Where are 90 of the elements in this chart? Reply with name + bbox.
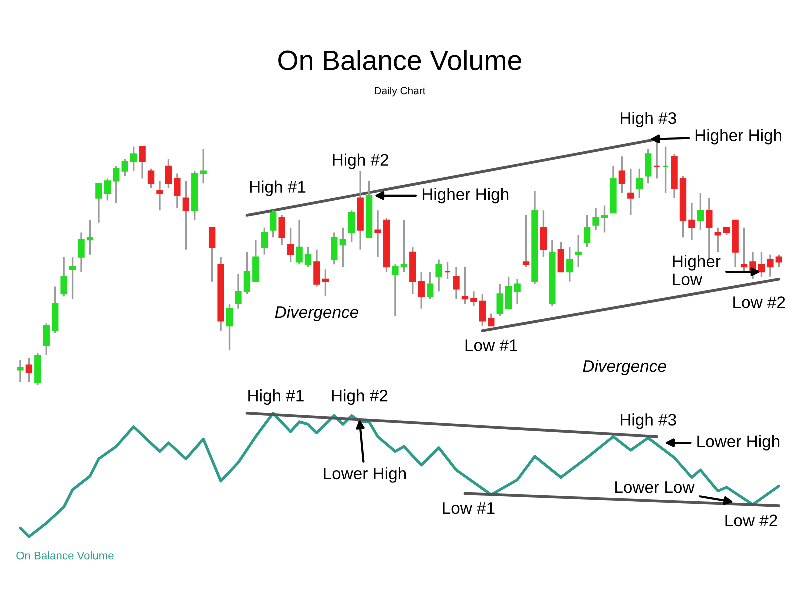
annotation: Lower High bbox=[698, 435, 780, 451]
candlestick bbox=[130, 146, 138, 172]
candlestick bbox=[104, 178, 112, 202]
candlestick bbox=[261, 226, 268, 256]
annotation: Low #1 bbox=[466, 340, 518, 352]
candlestick bbox=[776, 254, 783, 268]
candlestick bbox=[244, 252, 251, 295]
annotation: Lower High bbox=[324, 467, 406, 483]
candlestick bbox=[444, 261, 452, 280]
candlestick bbox=[505, 276, 512, 310]
annotation: Higher High bbox=[696, 129, 782, 145]
candlestick bbox=[592, 207, 600, 232]
candlestick bbox=[697, 192, 704, 232]
candlestick bbox=[418, 271, 425, 310]
candlestick bbox=[566, 246, 574, 283]
candlestick bbox=[86, 220, 94, 256]
chart-title: On Balance Volume bbox=[278, 50, 522, 70]
candlestick bbox=[69, 256, 76, 300]
candlestick bbox=[758, 252, 766, 278]
candlestick bbox=[322, 268, 330, 298]
candlestick bbox=[400, 220, 408, 273]
candlestick bbox=[17, 360, 24, 384]
candlestick bbox=[314, 249, 320, 288]
candlestick bbox=[156, 180, 164, 212]
candlestick bbox=[60, 256, 68, 298]
candlestick bbox=[662, 146, 670, 194]
candlestick bbox=[26, 357, 33, 384]
candlestick bbox=[165, 158, 172, 190]
candlestick bbox=[113, 166, 120, 204]
candlestick bbox=[278, 214, 286, 246]
annotation: Higher Low bbox=[673, 255, 721, 286]
candlestick bbox=[522, 214, 530, 268]
annotation: Low #2 bbox=[734, 296, 786, 308]
candlestick bbox=[392, 264, 399, 318]
candlestick bbox=[540, 210, 548, 258]
annotation: Higher High bbox=[422, 188, 509, 204]
series-label: On Balance Volume bbox=[16, 552, 114, 560]
candlestick bbox=[139, 146, 146, 180]
candlestick bbox=[453, 266, 460, 300]
candlestick bbox=[688, 202, 696, 241]
candlestick bbox=[628, 168, 634, 216]
candlestick bbox=[488, 312, 495, 327]
candlestick bbox=[514, 278, 521, 305]
candlestick bbox=[496, 283, 504, 318]
candlestick bbox=[304, 246, 312, 268]
candlestick bbox=[558, 242, 564, 273]
candlestick bbox=[296, 220, 303, 266]
candlestick bbox=[122, 158, 128, 178]
candlestick bbox=[636, 168, 643, 200]
candlestick bbox=[740, 226, 748, 273]
candlestick bbox=[208, 226, 216, 283]
annotation: High #1 bbox=[250, 180, 306, 196]
annotation: High #2 bbox=[333, 154, 388, 170]
text: High #3 bbox=[621, 112, 676, 128]
annotation: Low #2 bbox=[726, 514, 778, 527]
candlestick bbox=[226, 303, 234, 352]
candlestick bbox=[462, 266, 469, 305]
text: High #1 bbox=[248, 390, 304, 406]
candlestick bbox=[714, 226, 722, 254]
candlestick bbox=[575, 234, 582, 268]
candlestick bbox=[426, 271, 434, 300]
annotation: Lower Low bbox=[616, 482, 695, 494]
candlestick bbox=[235, 274, 242, 310]
candlestick bbox=[200, 148, 207, 184]
annotation: Divergence bbox=[583, 360, 666, 376]
candlestick bbox=[348, 210, 356, 244]
candlestick bbox=[148, 168, 155, 190]
candlestick bbox=[340, 226, 346, 268]
candlestick bbox=[618, 156, 626, 194]
candlestick bbox=[96, 182, 102, 224]
annotation: Low #1 bbox=[443, 502, 495, 514]
candlestick bbox=[374, 210, 382, 258]
text: High #2 bbox=[332, 390, 388, 406]
chart-subtitle: Daily Chart bbox=[375, 86, 426, 97]
candlestick bbox=[287, 226, 294, 264]
annotation: Divergence bbox=[275, 306, 359, 322]
candlestick bbox=[767, 254, 774, 278]
candlestick bbox=[436, 258, 442, 292]
candlestick bbox=[470, 290, 478, 308]
candlestick bbox=[479, 293, 486, 327]
candlestick bbox=[645, 148, 652, 184]
candlestick bbox=[78, 232, 85, 273]
candlestick bbox=[584, 214, 591, 248]
candlestick bbox=[270, 210, 277, 238]
annotation: High #3 bbox=[621, 414, 676, 430]
candlestick bbox=[601, 204, 608, 234]
candlestick bbox=[331, 232, 338, 266]
candlestick bbox=[174, 172, 181, 210]
candlestick bbox=[43, 322, 50, 356]
candlestick bbox=[182, 180, 190, 251]
